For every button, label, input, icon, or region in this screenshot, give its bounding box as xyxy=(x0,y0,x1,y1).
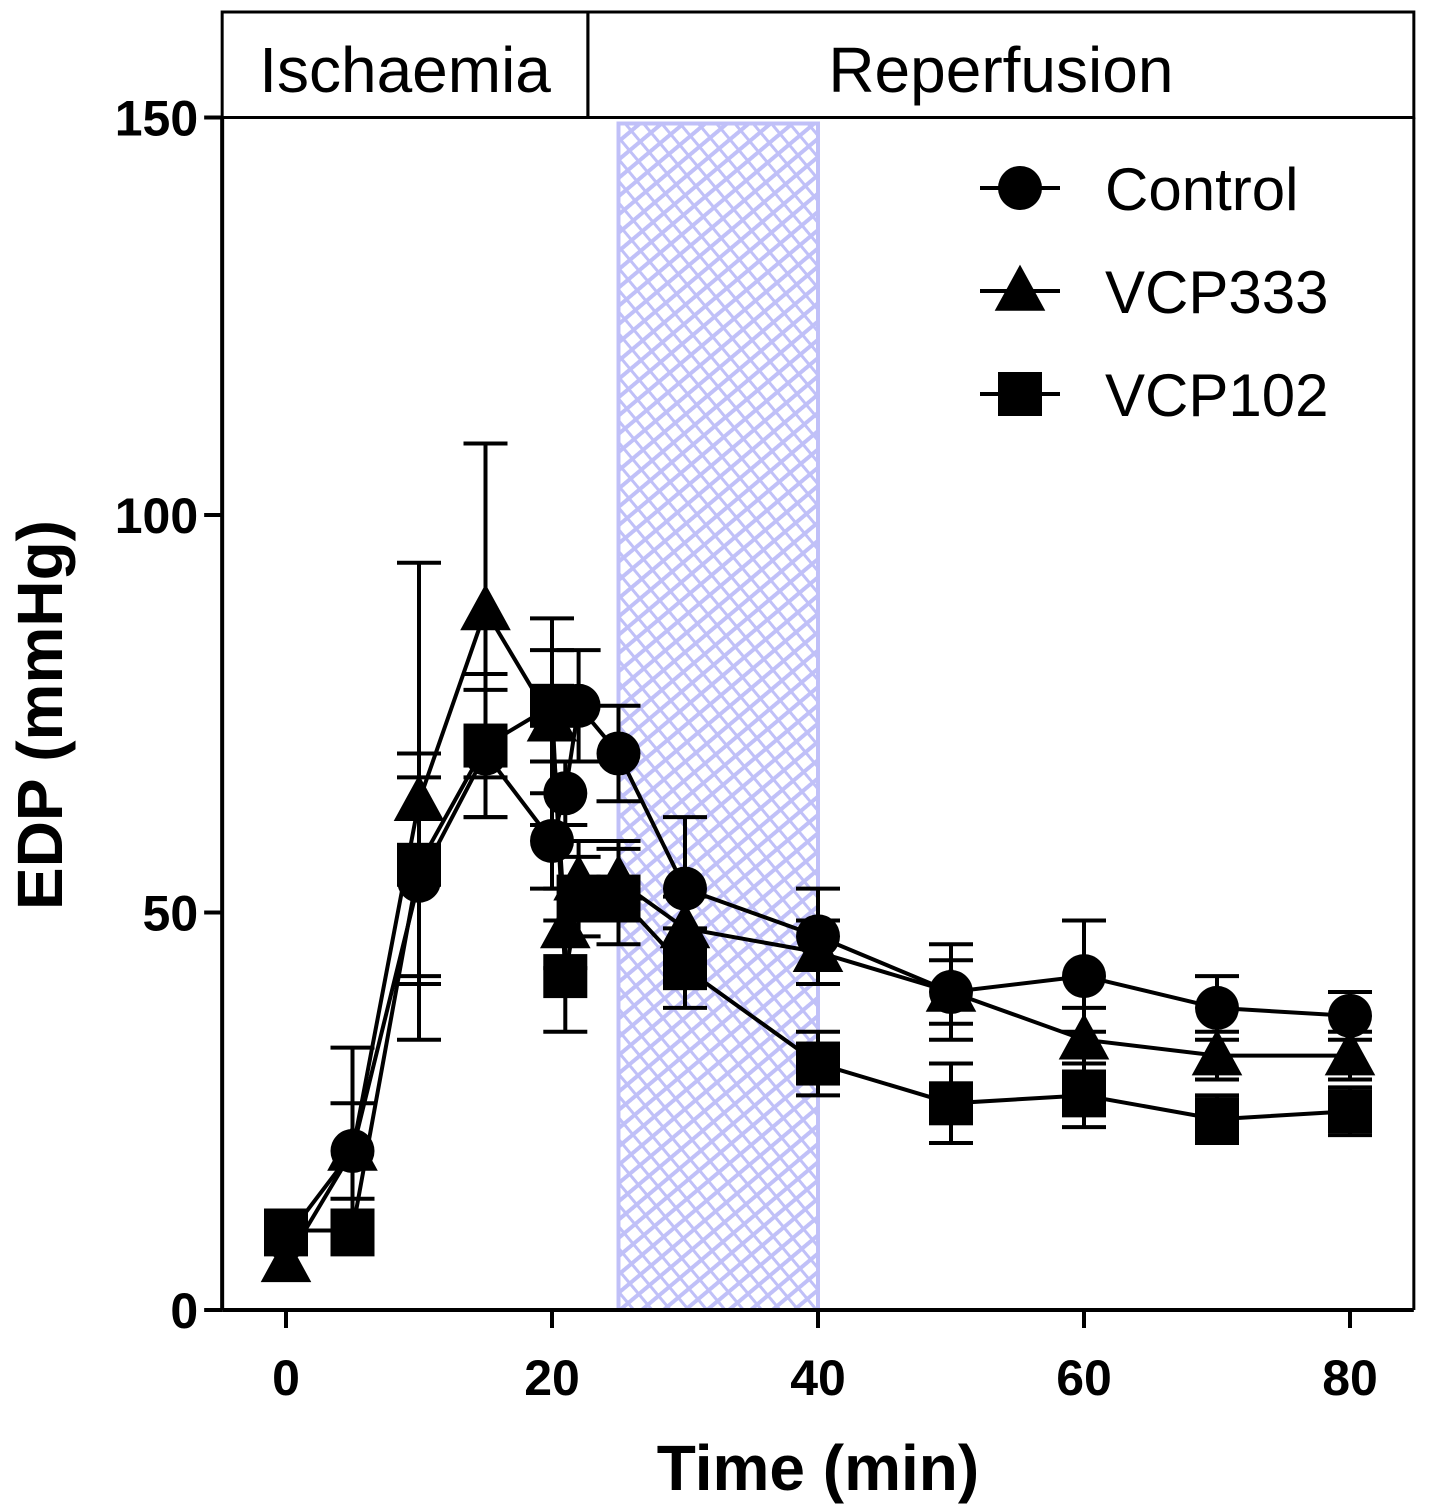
x-tick-label: 80 xyxy=(1322,1350,1378,1406)
y-tick-label: 0 xyxy=(170,1283,198,1339)
data-point xyxy=(530,818,574,863)
data-point xyxy=(556,874,601,919)
x-axis-label: Time (min) xyxy=(657,1432,979,1504)
data-point xyxy=(663,946,707,991)
data-point xyxy=(463,723,508,768)
legend-marker-square xyxy=(998,372,1042,416)
data-point xyxy=(1191,1029,1243,1076)
data-point xyxy=(1328,993,1372,1038)
data-point xyxy=(543,771,588,816)
data-point xyxy=(1058,1013,1110,1060)
data-point xyxy=(330,1208,375,1253)
data-point xyxy=(663,866,707,911)
data-point xyxy=(1324,1029,1376,1076)
legend-label: Control xyxy=(1105,156,1298,223)
data-point xyxy=(1195,985,1239,1030)
data-point xyxy=(543,954,588,999)
data-point xyxy=(925,965,977,1012)
series-vcp102 xyxy=(264,648,1372,1253)
data-point xyxy=(596,731,641,776)
data-point xyxy=(796,1041,840,1086)
reperfusion-shaded-region xyxy=(616,121,820,1312)
data-point xyxy=(397,842,441,887)
data-point xyxy=(260,1235,312,1283)
x-tick-label: 20 xyxy=(524,1350,580,1406)
data-point xyxy=(596,874,641,919)
y-tick-label: 150 xyxy=(115,91,198,147)
data-point xyxy=(530,683,574,728)
data-point xyxy=(460,584,511,631)
legend-marker-triangle xyxy=(994,264,1046,311)
phase-box-1 xyxy=(586,10,1416,119)
x-tick-label: 0 xyxy=(272,1350,300,1406)
y-tick-label: 50 xyxy=(143,886,199,942)
phase-label-ischaemia: Ischaemia xyxy=(259,34,551,106)
data-point xyxy=(1062,1073,1106,1118)
data-point xyxy=(929,1081,973,1126)
legend-label: VCP102 xyxy=(1105,362,1328,429)
legend-marker-circle xyxy=(998,166,1042,210)
data-point xyxy=(1062,954,1106,999)
phase-label-reperfusion: Reperfusion xyxy=(828,34,1173,106)
data-point xyxy=(264,1208,308,1253)
data-point xyxy=(1328,1089,1372,1134)
y-axis-label: EDP (mmHg) xyxy=(4,520,76,910)
data-point xyxy=(659,902,711,949)
legend-label: VCP333 xyxy=(1105,259,1328,326)
data-point xyxy=(792,925,844,973)
y-tick-label: 100 xyxy=(115,488,198,544)
x-tick-label: 40 xyxy=(790,1350,846,1406)
x-tick-label: 60 xyxy=(1056,1350,1112,1406)
data-point xyxy=(1195,1097,1239,1142)
